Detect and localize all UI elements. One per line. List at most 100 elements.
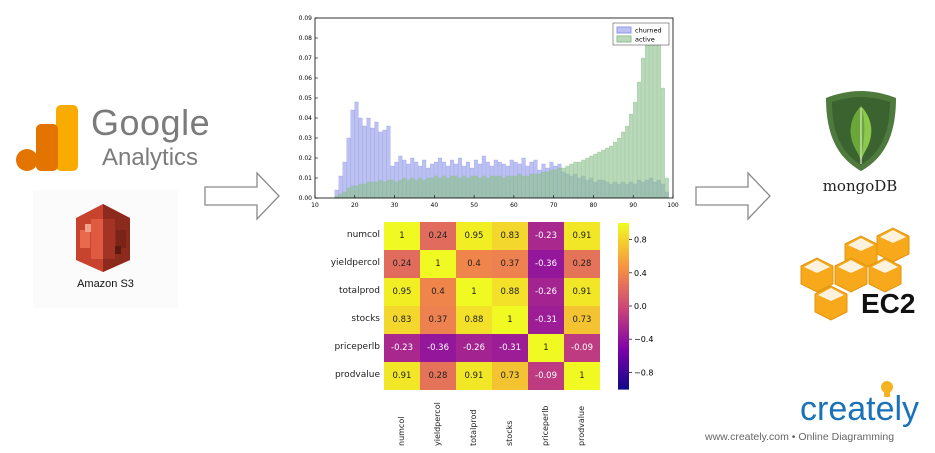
bar-active [446, 177, 450, 199]
heatmap-cell: 1 [564, 362, 600, 390]
amazon-s3-logo: Amazon S3 [33, 190, 178, 308]
colorbar-segment [618, 286, 629, 290]
heatmap-cell: 1 [492, 306, 528, 334]
heatmap-row-labels: numcol yieldpercol totalprod stocks priceper… [320, 222, 380, 390]
bar-active [450, 175, 454, 199]
y-tick-label: 0.02 [299, 155, 313, 162]
bar-active [537, 173, 542, 199]
bar-active [481, 175, 486, 199]
bar-active [358, 183, 363, 199]
colorbar-tick-label: −0.8 [634, 368, 653, 377]
creately-wordmark: creately [800, 390, 920, 428]
bar-active [569, 163, 574, 199]
bar-active [517, 173, 522, 199]
bar-active [660, 87, 665, 199]
bar-active [406, 179, 411, 199]
colorbar-segment [618, 275, 629, 279]
bar-active [485, 177, 490, 199]
bar-active [410, 177, 415, 199]
colorbar-segment [618, 234, 629, 238]
colorbar-segment [618, 239, 629, 243]
heatmap-cell: 0.24 [420, 222, 456, 250]
bar-active [438, 177, 443, 199]
x-tick-label: 80 [590, 202, 598, 209]
x-tick-label: 40 [431, 202, 439, 209]
heatmap-cell: 0.4 [456, 250, 492, 278]
y-tick-label: 0.09 [299, 15, 313, 22]
colorbar-segment [618, 344, 629, 349]
bar-active [648, 31, 653, 199]
heatmap-cell: -0.26 [528, 278, 564, 306]
heatmap-cell: -0.26 [456, 334, 492, 362]
colorbar-segment [618, 250, 629, 255]
heatmap-colorbar: 0.8 0.4 0.0 −0.4 −0.8 [616, 222, 666, 390]
bar-active [378, 179, 383, 199]
mongodb-leaf-icon [820, 88, 902, 174]
heatmap-cell: 0.91 [564, 222, 600, 250]
heatmap-cell: 0.73 [492, 362, 528, 390]
bar-active [414, 179, 419, 199]
colorbar-segment [618, 258, 629, 263]
analytics-wordmark: Analytics [102, 144, 199, 171]
lightbulb-icon [879, 380, 895, 400]
colorbar-segment [618, 272, 629, 277]
legend-label: churned [635, 27, 662, 35]
colorbar-segment [618, 311, 629, 315]
heatmap-cell: -0.23 [384, 334, 420, 362]
heatmap-cell: 1 [420, 250, 456, 278]
bar-active [521, 175, 526, 199]
heatmap-column-label: prodvalue [577, 405, 586, 446]
bar-active [573, 161, 578, 199]
bar-active [513, 175, 518, 199]
colorbar-segment [618, 380, 629, 385]
bar-active [458, 177, 462, 199]
bar-active [621, 131, 626, 199]
y-tick-label: 0.06 [299, 75, 313, 82]
heatmap-cell: -0.31 [492, 334, 528, 362]
bar-active [529, 173, 534, 199]
x-tick-label: 60 [510, 202, 518, 209]
bar-active [533, 173, 538, 199]
colorbar-segment [618, 278, 629, 282]
colorbar-segment [618, 377, 629, 382]
bar-active [581, 159, 586, 199]
colorbar-segment [618, 330, 629, 335]
colorbar-segment [618, 283, 629, 288]
bar-active [390, 179, 395, 199]
arrow-right-icon [203, 170, 281, 226]
bar-active [577, 161, 582, 199]
bar-active [469, 175, 474, 199]
colorbar-segment [618, 306, 629, 310]
bar-active [609, 145, 614, 199]
s3-label: Amazon S3 [77, 278, 134, 290]
bar-active [656, 41, 661, 199]
s3-bucket-icon [68, 202, 138, 274]
heatmap-cell: 1 [528, 334, 564, 362]
plot-frame [314, 17, 674, 199]
heatmap-cell: 0.24 [384, 250, 420, 278]
bar-active [553, 169, 558, 199]
mongodb-logo: mongoDB [810, 88, 910, 200]
heatmap-column-label: stocks [505, 420, 514, 446]
x-tick-label: 50 [470, 202, 478, 209]
y-tick-label: 0.00 [299, 195, 313, 202]
colorbar-segment [618, 319, 629, 324]
heatmap-cell: -0.23 [528, 222, 564, 250]
colorbar-segment [618, 355, 629, 360]
heatmap-cell: 0.83 [492, 222, 528, 250]
heatmap-cell: 0.37 [492, 250, 528, 278]
colorbar-segment [618, 242, 629, 246]
colorbar-segment [618, 328, 629, 332]
bar-active [545, 171, 550, 199]
bar-active [338, 193, 343, 199]
heatmap-cell: 0.28 [420, 362, 456, 390]
heatmap-cell: 0.37 [420, 306, 456, 334]
colorbar-segment [618, 386, 629, 390]
heatmap-grid: 1 0.24 0.95 0.83 -0.23 0.91 0.24 1 0.4 0.37 -0.36 0… [384, 222, 600, 390]
bar-active [645, 37, 649, 199]
heatmap-cell: 0.91 [564, 278, 600, 306]
colorbar-segment [618, 267, 629, 271]
histogram-chart: 10 20 30 40 50 60 70 80 90 100 0.00 0.01 0.02 0.03 0.0… [290, 12, 680, 212]
bar-active [366, 181, 371, 199]
colorbar-segment [618, 261, 629, 266]
